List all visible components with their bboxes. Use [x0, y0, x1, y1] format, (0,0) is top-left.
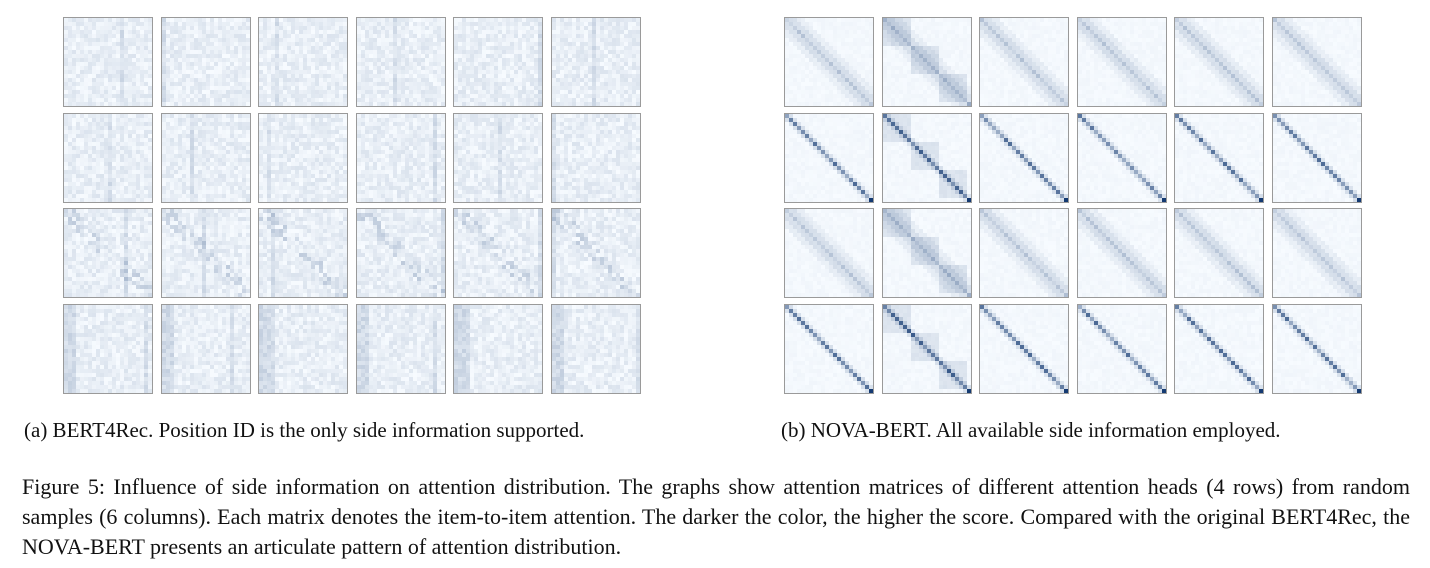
- attention-matrix: [979, 17, 1070, 107]
- attention-matrix: [1174, 112, 1265, 203]
- attention-matrix: [551, 112, 641, 203]
- heatmap: [64, 209, 152, 297]
- heatmap: [259, 18, 348, 106]
- attention-matrix: [453, 303, 544, 394]
- attention-matrix: [453, 208, 544, 298]
- heatmap: [785, 304, 873, 393]
- heatmap: [1273, 304, 1361, 393]
- heatmap: [785, 209, 873, 297]
- attention-matrix: [1272, 112, 1362, 203]
- attention-matrix: [1272, 303, 1362, 394]
- heatmap: [552, 304, 640, 393]
- attention-matrix: [784, 303, 874, 394]
- attention-matrix: [1174, 303, 1265, 394]
- attention-matrix: [160, 208, 251, 298]
- heatmap: [882, 209, 971, 297]
- attention-matrix: [63, 17, 153, 107]
- attention-matrix: [551, 303, 641, 394]
- attention-matrix: [551, 17, 641, 107]
- heatmap: [552, 209, 640, 297]
- attention-matrix: [1272, 208, 1362, 298]
- attention-matrix: [1174, 17, 1265, 107]
- attention-matrix: [881, 303, 972, 394]
- attention-matrix: [881, 17, 972, 107]
- heatmap: [1077, 304, 1166, 393]
- heatmap: [64, 18, 152, 106]
- attention-matrix: [258, 112, 349, 203]
- heatmap: [454, 304, 543, 393]
- attention-matrix: [355, 112, 446, 203]
- heatmap: [1273, 113, 1361, 202]
- heatmap: [1175, 304, 1264, 393]
- heatmap: [882, 113, 971, 202]
- attention-matrix: [160, 112, 251, 203]
- attention-matrix: [63, 303, 153, 394]
- attention-matrix: [1174, 208, 1265, 298]
- heatmap: [882, 304, 971, 393]
- attention-matrix: [258, 208, 349, 298]
- attention-matrix: [355, 17, 446, 107]
- attention-matrix: [551, 208, 641, 298]
- attention-matrix: [453, 112, 544, 203]
- heatmap: [1077, 113, 1166, 202]
- attention-matrix: [258, 303, 349, 394]
- heatmap: [1175, 113, 1264, 202]
- attention-matrix: [160, 303, 251, 394]
- heatmap: [1273, 18, 1361, 106]
- heatmap: [161, 18, 250, 106]
- heatmap: [259, 304, 348, 393]
- heatmap: [161, 209, 250, 297]
- subcaption-a: (a) BERT4Rec. Position ID is the only si…: [24, 418, 585, 442]
- attention-matrix: [63, 208, 153, 298]
- attention-matrix: [784, 17, 874, 107]
- heatmap: [454, 113, 543, 202]
- attention-matrix: [1076, 303, 1167, 394]
- heatmap: [259, 113, 348, 202]
- heatmap: [1077, 18, 1166, 106]
- attention-matrix: [258, 17, 349, 107]
- heatmap: [356, 209, 445, 297]
- heatmap: [64, 304, 152, 393]
- heatmap: [356, 18, 445, 106]
- attention-matrix: [355, 303, 446, 394]
- attention-matrix: [63, 112, 153, 203]
- heatmap: [1077, 209, 1166, 297]
- heatmap: [454, 18, 543, 106]
- heatmap: [980, 18, 1069, 106]
- heatmap: [161, 304, 250, 393]
- heatmap: [1273, 209, 1361, 297]
- heatmap: [1175, 209, 1264, 297]
- heatmap: [356, 113, 445, 202]
- heatmap: [454, 209, 543, 297]
- attention-matrix: [355, 208, 446, 298]
- heatmap: [161, 113, 250, 202]
- attention-matrix: [1272, 17, 1362, 107]
- heatmap: [980, 209, 1069, 297]
- heatmap: [882, 18, 971, 106]
- heatmap: [552, 113, 640, 202]
- heatmap: [785, 18, 873, 106]
- attention-matrix: [979, 112, 1070, 203]
- heatmap: [980, 304, 1069, 393]
- attention-matrix: [979, 303, 1070, 394]
- heatmap: [552, 18, 640, 106]
- attention-matrix: [979, 208, 1070, 298]
- heatmap: [259, 209, 348, 297]
- attention-matrix: [1076, 17, 1167, 107]
- attention-matrix: [1076, 112, 1167, 203]
- attention-matrix: [1076, 208, 1167, 298]
- figure-caption: Figure 5: Influence of side information …: [22, 474, 1410, 559]
- subcaption-b: (b) NOVA-BERT. All available side inform…: [781, 418, 1281, 442]
- heatmap: [1175, 18, 1264, 106]
- attention-matrix: [881, 112, 972, 203]
- attention-matrix: [784, 112, 874, 203]
- heatmap: [64, 113, 152, 202]
- attention-matrix: [453, 17, 544, 107]
- heatmap: [785, 113, 873, 202]
- attention-matrix: [784, 208, 874, 298]
- attention-matrix: [881, 208, 972, 298]
- attention-matrix: [160, 17, 251, 107]
- heatmap: [356, 304, 445, 393]
- heatmap: [980, 113, 1069, 202]
